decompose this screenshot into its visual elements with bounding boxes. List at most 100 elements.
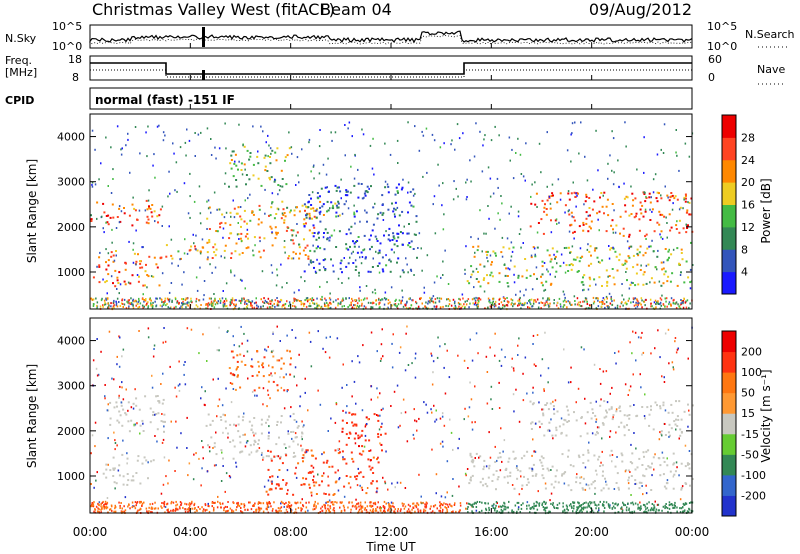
power-colorbar-tick: 28	[741, 131, 755, 144]
colorbar-swatch	[722, 392, 736, 414]
ytick-label: 4000	[57, 131, 85, 144]
power-echo-region	[228, 145, 291, 188]
ytick-label: 4000	[57, 335, 85, 348]
power-echo-region	[90, 199, 162, 227]
colorbar-swatch	[722, 413, 736, 435]
freq-gap-marker	[202, 70, 205, 80]
colorbar-swatch	[722, 226, 736, 250]
colorbar-swatch	[722, 182, 736, 205]
power-echo-region	[303, 182, 418, 274]
xtick-label: 00:00	[675, 525, 710, 539]
date-label: 09/Aug/2012	[589, 0, 692, 19]
power-noise-echoes	[90, 121, 694, 311]
velocity-echo-region	[107, 395, 166, 433]
power-echo-region	[160, 244, 205, 260]
colorbar-swatch	[722, 159, 736, 183]
nave-tick-top: 60	[708, 53, 722, 66]
nsearch-trace	[89, 34, 693, 45]
nave-tick-bottom: 0	[708, 71, 715, 84]
xtick-label: 16:00	[474, 525, 509, 539]
colorbar-swatch	[722, 433, 736, 455]
ytick-label: 2000	[57, 221, 85, 234]
nave-trace	[90, 69, 692, 78]
velocity-colorbar-tick: 50	[741, 387, 755, 400]
colorbar-swatch	[722, 372, 736, 394]
colorbar-frame	[721, 330, 737, 517]
xtick-label: 04:00	[173, 525, 208, 539]
colorbar-swatch	[722, 204, 736, 228]
colorbar-swatch	[722, 474, 736, 496]
velocity-colorbar-tick: 200	[741, 346, 762, 359]
velocity-colorbar-tick: -200	[741, 489, 766, 502]
velocity-echo-region	[529, 400, 694, 438]
power-colorbar-tick: 8	[741, 243, 748, 256]
power-colorbar-label: Power [dB]	[759, 178, 773, 243]
velocity-ylabel: Slant Range [km]	[25, 364, 39, 468]
freq-label-line1: Freq.	[5, 54, 32, 67]
power-colorbar: 4 8 12 16 20 24 28	[721, 114, 755, 295]
velocity-echo-region	[468, 449, 694, 492]
colorbar-frame	[721, 114, 737, 295]
power-ylabel: Slant Range [km]	[25, 159, 39, 263]
ytick-label: 1000	[57, 470, 85, 483]
power-echo-marks	[90, 121, 694, 311]
power-panel-frame	[89, 113, 693, 310]
velocity-colorbar: 200 100 50 15 -15 -50 -100 -200	[721, 330, 766, 517]
colorbar-swatch	[722, 331, 736, 353]
power-echo-region	[269, 200, 341, 220]
nsky-gap-marker	[202, 27, 205, 47]
velocity-yticks: 1000 2000 3000 4000	[57, 335, 692, 483]
xtick-label: 20:00	[574, 525, 609, 539]
cpid-label: CPID	[5, 94, 34, 107]
power-colorbar-tick: 24	[741, 154, 755, 167]
nsky-label: N.Sky	[5, 32, 37, 45]
velocity-colorbar-label: Velocity [m s⁻¹]	[759, 369, 773, 462]
colorbar-swatch	[722, 351, 736, 373]
colorbar-swatch	[722, 454, 736, 476]
velocity-echo-region	[265, 449, 380, 496]
velocity-echo-region	[228, 349, 292, 392]
velocity-colorbar-tick: -100	[741, 469, 766, 482]
nsky-trace	[89, 30, 693, 44]
colorbar-swatch	[722, 249, 736, 273]
nsky-tick-top-right: 10^5	[707, 20, 737, 33]
colorbar-swatch	[722, 271, 736, 295]
velocity-panel-frame	[89, 317, 693, 514]
power-yticks: 1000 2000 3000 4000	[57, 131, 692, 279]
station-title: Christmas Valley West (fitACF)	[92, 0, 335, 19]
nsky-tick-bottom-left: 10^0	[52, 40, 82, 53]
ytick-label: 3000	[57, 176, 85, 189]
freq-trace	[90, 62, 692, 75]
velocity-colorbar-tick: 100	[741, 366, 762, 379]
time-axis-label: Time UT	[365, 540, 416, 554]
xtick-label: 12:00	[374, 525, 409, 539]
power-echo-region	[92, 250, 162, 288]
velocity-noise-echoes	[90, 325, 694, 515]
freq-tick-top: 18	[68, 53, 82, 66]
velocity-echo-marks	[90, 325, 694, 515]
power-colorbar-tick: 12	[741, 221, 755, 234]
velocity-echo-region	[341, 411, 387, 455]
cpid-program-text: normal (fast) -151 IF	[95, 93, 235, 107]
colorbar-swatch	[722, 495, 736, 517]
beam-label: Beam 04	[320, 0, 392, 19]
ytick-label: 2000	[57, 425, 85, 438]
time-axis-ticks: 00:00 04:00 08:00 12:00 16:00 20:00 00:00	[73, 43, 710, 539]
nsearch-label: N.Search	[745, 28, 795, 41]
power-colorbar-tick: 4	[741, 266, 748, 279]
velocity-echo-region	[102, 453, 155, 486]
xtick-label: 08:00	[273, 525, 308, 539]
colorbar-swatch	[722, 115, 736, 138]
power-colorbar-tick: 20	[741, 176, 755, 189]
freq-tick-bottom: 8	[72, 71, 79, 84]
velocity-echo-region	[205, 412, 306, 460]
velocity-colorbar-tick: -50	[741, 448, 759, 461]
nsky-tick-bottom-right: 10^0	[707, 40, 737, 53]
colorbar-swatch	[722, 137, 736, 161]
power-echo-region	[206, 204, 318, 261]
xtick-label: 00:00	[73, 525, 108, 539]
nsky-tick-top-left: 10^5	[52, 20, 82, 33]
velocity-colorbar-tick: -15	[741, 428, 759, 441]
nave-label: Nave	[757, 63, 785, 76]
